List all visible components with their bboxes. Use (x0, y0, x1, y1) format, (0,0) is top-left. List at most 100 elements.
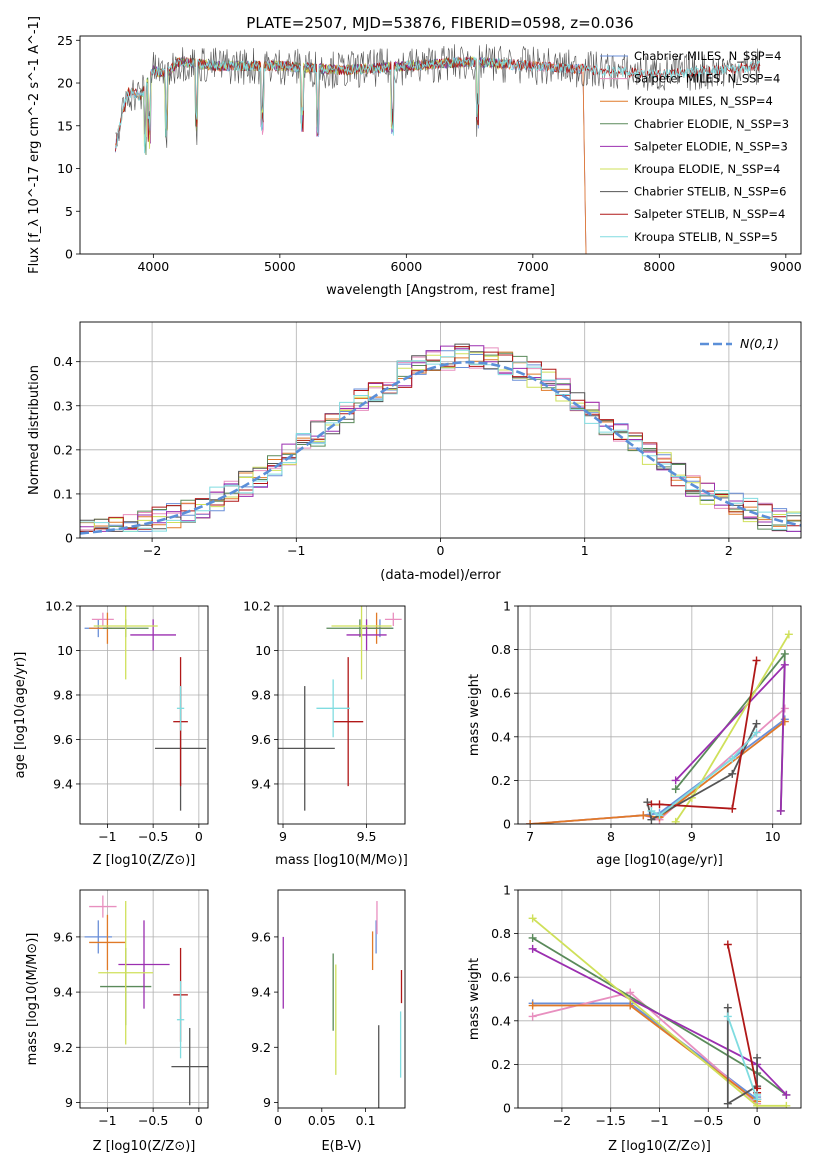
y-tick-label: 0.8 (491, 642, 511, 657)
x-tick-label: 7 (526, 829, 534, 844)
x-tick-label: 0 (195, 1113, 203, 1128)
weight-line-kroupa-stelib (650, 731, 758, 817)
x-tick-label: 0 (195, 829, 203, 844)
y-tick-label: 5 (65, 204, 73, 219)
y-tick-label: 0.2 (491, 1057, 511, 1072)
x-tick-label: −0.5 (138, 1113, 168, 1128)
y-axis-label: mass weight (467, 674, 482, 756)
y-axis-label: Normed distribution (27, 365, 42, 495)
weight-marker-kroupa-miles (526, 820, 535, 824)
weight-marker-chabrier-stelib (723, 1099, 732, 1108)
axes-frame (277, 889, 406, 1109)
y-tick-label: 0.6 (491, 970, 511, 985)
errorbar-point-kroupa-elodie (98, 901, 154, 1045)
weight-marker-salpeter-miles (528, 1012, 537, 1021)
x-tick-label: −1 (650, 1113, 668, 1128)
legend-label-kroupa-miles: Kroupa MILES, N_SSP=4 (634, 94, 773, 108)
errorbar-point-kroupa-stelib (316, 679, 350, 738)
y-tick-label: 0.3 (53, 398, 73, 413)
spectrum-line-kroupa-stelib (115, 56, 761, 154)
legend-label-chabrier-elodie: Chabrier ELODIE, N_SSP=3 (634, 117, 789, 131)
y-axis-label: age [log10(age/yr)] (13, 652, 28, 779)
weight-marker-kroupa-stelib (752, 728, 761, 737)
x-tick-label: −1.5 (596, 1113, 626, 1128)
x-tick-label: −2 (143, 543, 161, 558)
spectrum-line-kroupa-miles (115, 56, 587, 254)
weight-marker-salpeter-elodie (780, 660, 789, 669)
errorbar-point-kroupa-elodie (93, 606, 158, 680)
histogram-step-kroupa-stelib (80, 349, 801, 532)
weight-marker-chabrier-stelib (752, 719, 761, 728)
y-tick-label: 9.6 (53, 929, 73, 944)
plot-area (282, 901, 403, 1108)
y-tick-label: 0 (65, 531, 73, 546)
residual-histogram-panel: −2 −1 0 1 2 0 0.1 0.2 0.3 0.4 N(0,1) Normed distrib… (27, 321, 802, 583)
legend-label-kroupa-stelib: Kroupa STELIB, N_SSP=5 (634, 230, 778, 244)
y-tick-label: 0 (65, 247, 73, 262)
spectrum-line-chabrier-miles (115, 56, 587, 254)
x-axis-label: E(B-V) (321, 1139, 361, 1154)
errorbar-point-salpeter-miles (384, 612, 402, 627)
y-tick-label: 9.8 (251, 687, 271, 702)
weight-marker-salpeter-elodie (671, 776, 680, 785)
weight-marker-salpeter-miles (780, 704, 789, 713)
weight-marker-kroupa-stelib (647, 806, 656, 815)
weight-marker-chabrier-elodie (528, 933, 537, 942)
y-tick-label: 9.6 (251, 732, 271, 747)
y-tick-label: 0 (503, 1101, 511, 1116)
x-axis-label: Z [log10(Z/Z⊙)] (93, 853, 196, 868)
weight-marker-kroupa-stelib (723, 1012, 732, 1021)
x-tick-label: −1 (287, 543, 305, 558)
y-tick-label: 1 (503, 599, 511, 614)
weight-marker-salpeter-stelib (723, 940, 732, 949)
x-tick-label: 5000 (264, 259, 296, 274)
legend-label-normal: N(0,1) (740, 336, 779, 351)
y-tick-label: 0.4 (491, 1013, 511, 1028)
x-axis-label: (data-model)/error (380, 568, 501, 583)
figure-title: PLATE=2507, MJD=53876, FIBERID=0598, z=0… (246, 14, 633, 32)
y-axis-label: Flux [f_λ 10^-17 erg cm^-2 s^-1 A^-1] (27, 16, 42, 274)
errorbar-point-salpeter-stelib (333, 657, 364, 787)
weight-marker-chabrier-stelib (647, 815, 656, 824)
y-tick-label: 0 (503, 817, 511, 832)
axes-frame (517, 605, 802, 825)
weight-vs-metallicity-panel: −2 −1.5 −1 −0.5 0 0 0.2 0.4 0.6 0.8 1 mass weight Z … (467, 883, 802, 1154)
errorbar-point-kroupa-miles (89, 914, 126, 971)
weight-marker-kroupa-stelib (728, 754, 737, 763)
weight-marker-kroupa-miles (780, 717, 789, 726)
spectrum-line-chabrier-stelib (115, 44, 761, 148)
spectrum-line-salpeter-miles (115, 56, 587, 254)
legend-label-chabrier-miles: Chabrier MILES, N_SSP=4 (634, 49, 781, 63)
weight-marker-salpeter-elodie (528, 944, 537, 953)
age-vs-metallicity-panel: −1 −0.5 0 9.4 9.6 9.8 10 10.2 age [log10(age/yr)… (13, 599, 209, 868)
errorbar-point-kroupa-stelib (176, 686, 185, 731)
x-tick-label: 0.1 (356, 1113, 376, 1128)
plot-area (528, 914, 791, 1108)
y-tick-label: 9.4 (251, 985, 271, 1000)
y-tick-label: 9.6 (53, 732, 73, 747)
x-axis-label: age [log10(age/yr)] (596, 853, 723, 868)
weight-marker-kroupa-miles (639, 811, 648, 820)
y-tick-label: 10.2 (45, 599, 73, 614)
weight-marker-kroupa-elodie (528, 914, 537, 923)
weight-marker-salpeter-stelib (728, 804, 737, 813)
legend-label-salpeter-stelib: Salpeter STELIB, N_SSP=4 (634, 207, 785, 221)
y-tick-label: 0.8 (491, 926, 511, 941)
y-axis-label: mass [log10(M/M⊙)] (25, 933, 40, 1066)
x-tick-label: −0.5 (693, 1113, 723, 1128)
x-tick-label: −2 (553, 1113, 571, 1128)
weight-marker-chabrier-stelib (753, 1053, 762, 1062)
mass-vs-ebv-panel: 0 0.05 0.1 9 9.2 9.4 9.6 E(B-V) (251, 889, 406, 1154)
errorbar-point-salpeter-elodie (346, 619, 387, 651)
y-tick-label: 9.4 (251, 776, 271, 791)
y-tick-label: 10 (57, 643, 73, 658)
axes-frame (79, 889, 209, 1109)
weight-marker-chabrier-stelib (643, 798, 652, 807)
weight-marker-kroupa-stelib (753, 1090, 762, 1099)
weight-line-chabrier-miles (532, 1002, 758, 1102)
errorbar-point-salpeter-elodie (130, 619, 176, 651)
y-tick-label: 15 (57, 118, 73, 133)
plot-area (278, 606, 402, 811)
errorbar-point-kroupa-elodie (331, 606, 392, 680)
weight-marker-kroupa-stelib (655, 811, 664, 820)
